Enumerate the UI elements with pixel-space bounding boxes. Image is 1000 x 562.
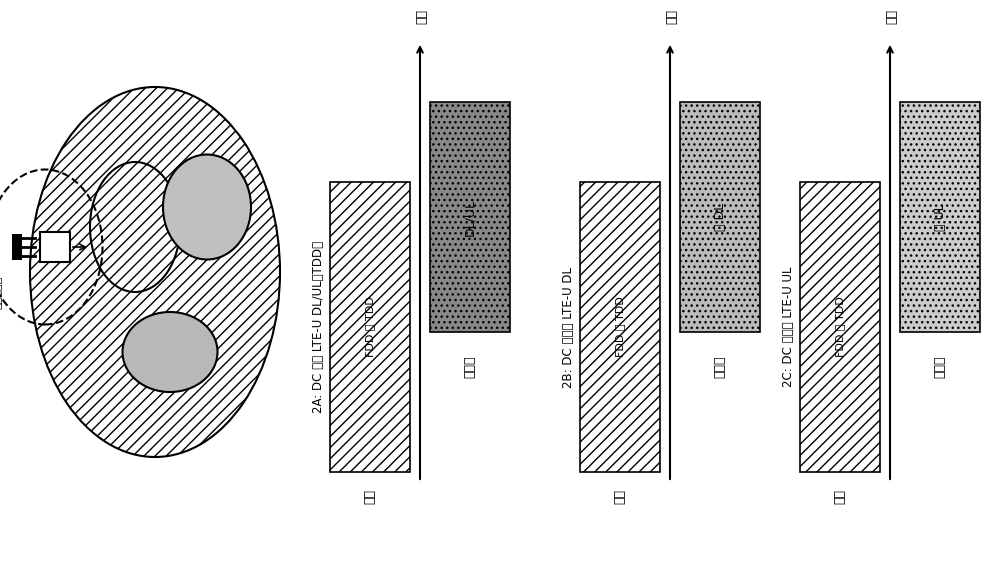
Ellipse shape [90,162,180,292]
Text: 非授权: 非授权 [464,356,477,378]
Ellipse shape [30,87,280,457]
Bar [680,102,760,332]
Ellipse shape [163,155,251,260]
Bar [12,234,22,260]
Text: FDD 或 TDD: FDD 或 TDD [835,297,845,357]
Text: 非授权: 非授权 [934,356,946,378]
Ellipse shape [122,312,218,392]
Bar [430,102,510,332]
Text: 频率: 频率 [884,10,896,25]
Bar [900,102,980,332]
Text: 频率: 频率 [414,10,426,25]
Text: DL/UL: DL/UL [464,198,477,235]
Text: 2C: DC 仅利用 LTE-U UL: 2C: DC 仅利用 LTE-U UL [782,267,794,387]
Text: 授权: 授权 [614,490,626,505]
Text: 仅 UL: 仅 UL [934,203,946,231]
Text: 2B: DC 仅利用 LTE-U DL: 2B: DC 仅利用 LTE-U DL [562,266,574,388]
Text: 授权: 授权 [834,490,846,505]
Text: 非授权: 非授权 [714,356,726,378]
Bar [800,182,880,472]
Text: 非理想回程: 非理想回程 [0,275,3,309]
Bar [330,182,410,472]
Text: FDD 或 TDD: FDD 或 TDD [365,297,375,357]
Text: 授权: 授权 [364,490,376,505]
Text: 频率: 频率 [664,10,676,25]
Text: 仅 DL: 仅 DL [714,203,726,231]
Text: FDD 或 TDD: FDD 或 TDD [615,297,625,357]
Bar [580,182,660,472]
Bar [40,232,70,262]
Text: 2A: DC 利用 LTE-U DL/UL（TDD）: 2A: DC 利用 LTE-U DL/UL（TDD） [312,241,324,413]
